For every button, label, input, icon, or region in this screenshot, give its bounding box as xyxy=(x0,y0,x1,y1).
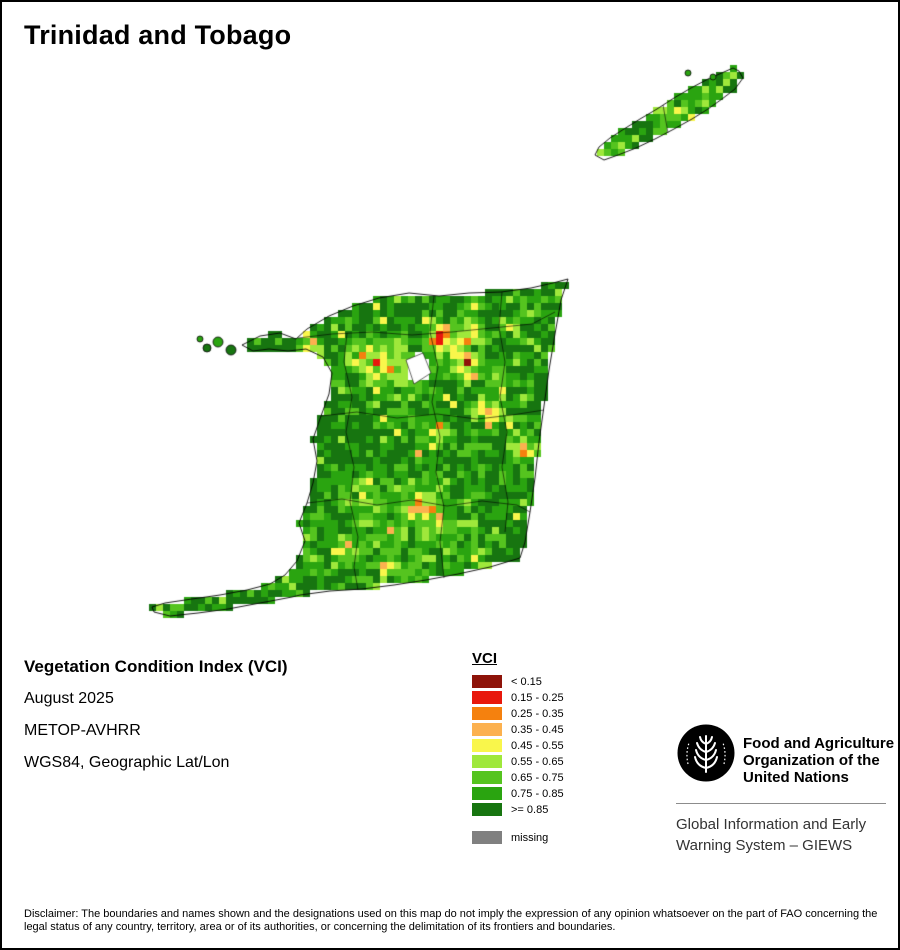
legend-item: 0.65 - 0.75 xyxy=(472,771,564,784)
legend-item-label: >= 0.85 xyxy=(511,803,549,816)
legend-swatch xyxy=(472,771,502,784)
legend-swatch xyxy=(472,723,502,736)
page-title: Trinidad and Tobago xyxy=(24,20,292,50)
giews-label: Global Information and Early Warning Sys… xyxy=(676,816,867,854)
legend-item: 0.55 - 0.65 xyxy=(472,755,564,768)
legend-item: 0.45 - 0.55 xyxy=(472,739,564,752)
legend-item: 0.15 - 0.25 xyxy=(472,691,564,704)
legend-item-label: < 0.15 xyxy=(511,675,542,688)
legend-item-label: 0.65 - 0.75 xyxy=(511,771,564,784)
legend-swatch xyxy=(472,831,502,844)
wheat-icon xyxy=(694,735,718,773)
legend-swatch xyxy=(472,787,502,800)
info-projection: WGS84, Geographic Lat/Lon xyxy=(24,754,230,771)
footer-divider xyxy=(676,803,886,804)
fiat-panis-lettering-left xyxy=(686,742,690,765)
fiat-panis-lettering-right xyxy=(722,742,726,765)
legend-item-label: 0.55 - 0.65 xyxy=(511,755,564,768)
legend-item-label: 0.35 - 0.45 xyxy=(511,723,564,736)
legend-title: VCI xyxy=(472,650,498,667)
legend-swatch xyxy=(472,739,502,752)
vci-legend: VCI < 0.15 0.15 - 0.25 0.25 - 0.35 0.35 … xyxy=(472,650,564,847)
legend-item-label: 0.45 - 0.55 xyxy=(511,739,564,752)
legend-swatch xyxy=(472,691,502,704)
legend-swatch xyxy=(472,675,502,688)
legend-item: 0.75 - 0.85 xyxy=(472,787,564,800)
legend-item-label: missing xyxy=(511,831,549,844)
legend-item: 0.25 - 0.35 xyxy=(472,707,564,720)
legend-item-label: 0.15 - 0.25 xyxy=(511,691,564,704)
fao-org-name: Food and Agriculture Organization of the… xyxy=(743,735,895,786)
legend-item-label: 0.25 - 0.35 xyxy=(511,707,564,720)
legend-item: >= 0.85 xyxy=(472,803,564,816)
legend-swatch xyxy=(472,803,502,816)
legend-item: 0.35 - 0.45 xyxy=(472,723,564,736)
disclaimer-text: Disclaimer: The boundaries and names sho… xyxy=(24,908,878,933)
fao-logo xyxy=(677,724,735,782)
info-heading: Vegetation Condition Index (VCI) xyxy=(24,657,288,676)
legend-item-missing: missing xyxy=(472,831,564,844)
info-sensor: METOP-AVHRR xyxy=(24,722,141,739)
legend-item-label: 0.75 - 0.85 xyxy=(511,787,564,800)
legend-item: < 0.15 xyxy=(472,675,564,688)
legend-swatch xyxy=(472,707,502,720)
info-date: August 2025 xyxy=(24,690,114,707)
legend-swatch xyxy=(472,755,502,768)
